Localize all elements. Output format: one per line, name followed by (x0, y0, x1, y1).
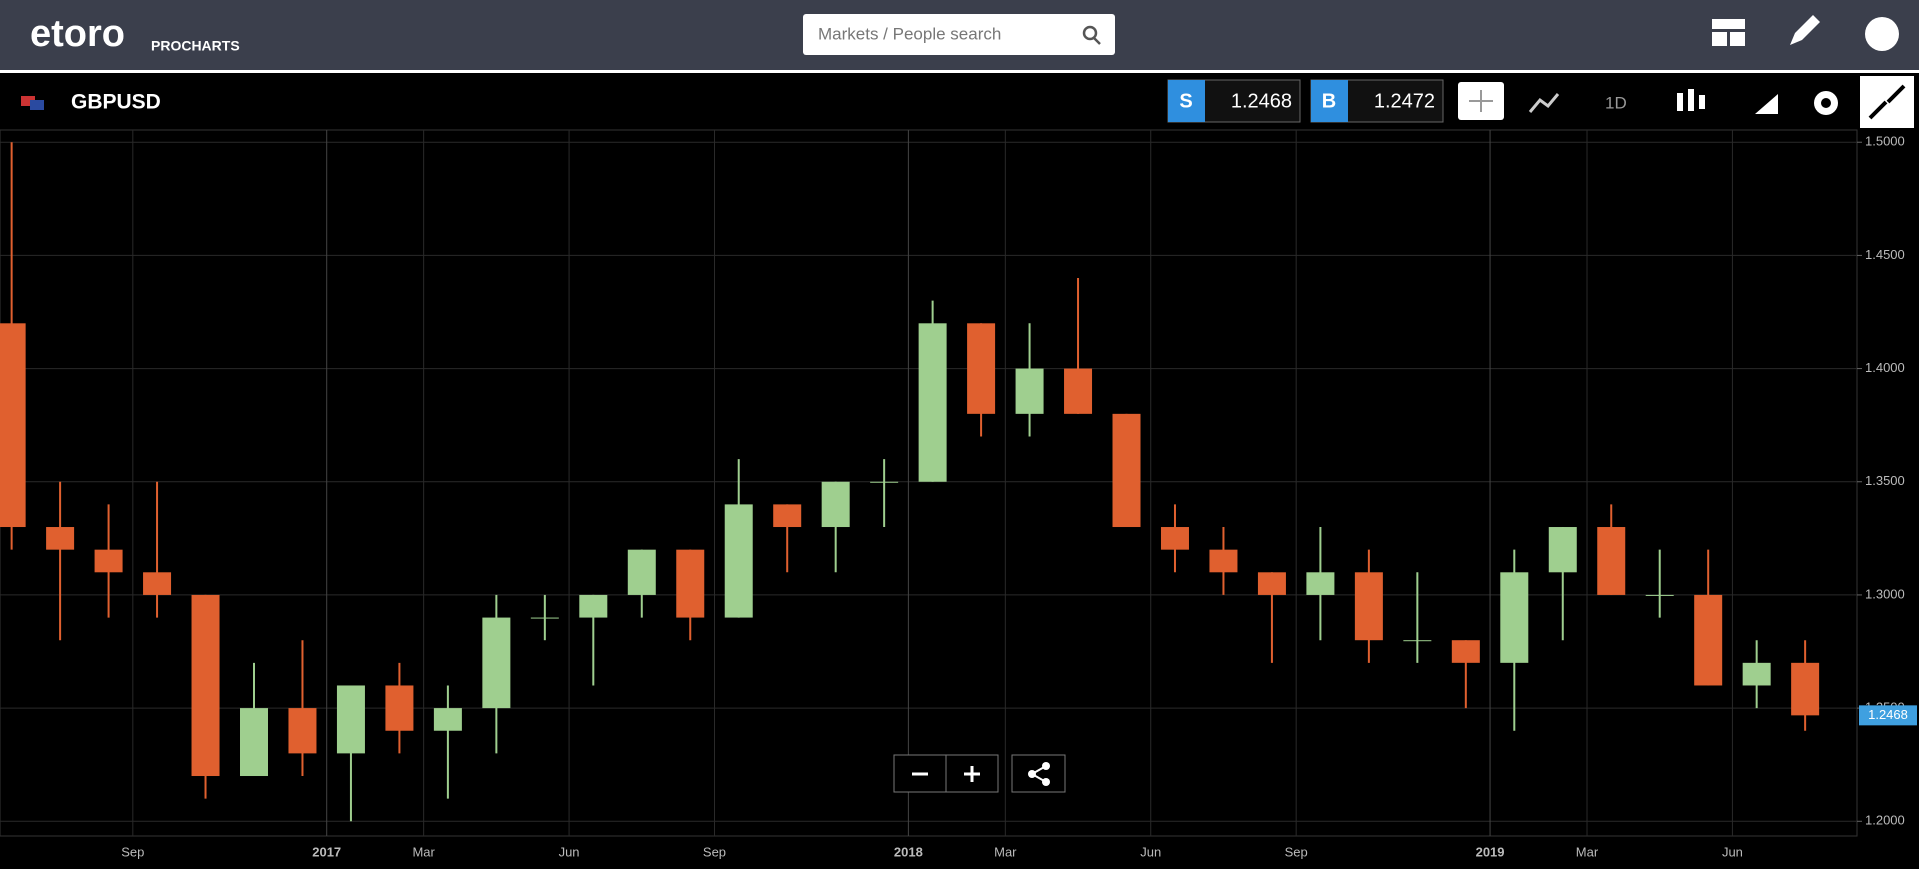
candle-body (482, 617, 511, 709)
candle-body (627, 549, 656, 595)
last-price-badge (1859, 705, 1917, 726)
share-button[interactable] (1011, 754, 1066, 793)
candle-body (1645, 594, 1674, 596)
y-tick-label: 1.4000 (1865, 360, 1905, 375)
candle-body (1791, 662, 1820, 716)
buy-badge (1311, 80, 1348, 122)
candle-body (1694, 594, 1723, 686)
y-tick-label: 1.3500 (1865, 473, 1905, 488)
candle-body (191, 594, 220, 777)
buy-price: 1.2472 (1374, 90, 1435, 112)
flag (30, 100, 44, 110)
candle-body (1209, 549, 1238, 573)
crosshair-icon (1469, 90, 1493, 112)
x-tick-label: 2018 (894, 844, 923, 859)
last-price-label: 1.2468 (1868, 707, 1908, 722)
candle-body (1742, 662, 1771, 686)
x-tick-label: Sep (1285, 844, 1308, 859)
search-placeholder: Markets / People search (818, 24, 1001, 43)
x-tick-label: Mar (994, 844, 1017, 859)
candle-body (1257, 572, 1286, 595)
candle-body (773, 504, 802, 528)
layout-icon[interactable] (1712, 19, 1745, 46)
candle-body (1064, 368, 1093, 414)
x-tick-label: Sep (703, 844, 726, 859)
candle-body (1015, 368, 1044, 414)
candle-body (239, 708, 268, 777)
candle-body (918, 323, 947, 482)
sell-label: S (1179, 90, 1192, 112)
separator (0, 70, 1919, 73)
zoom-controls (893, 754, 1066, 793)
candle-body (336, 685, 365, 754)
x-tick-label: Mar (1576, 844, 1599, 859)
y-tick-label: 1.3000 (1865, 586, 1905, 601)
candle-body (288, 708, 317, 754)
candle-body (1160, 527, 1189, 550)
candle-body (676, 549, 705, 618)
logo[interactable]: etoro (30, 13, 125, 55)
candle-body (967, 323, 996, 414)
interval[interactable]: 1D (1605, 93, 1627, 112)
y-tick-label: 1.4500 (1865, 247, 1905, 262)
fullscreen-icon (1868, 84, 1906, 120)
search-box[interactable] (803, 14, 1115, 55)
candle-body (870, 481, 899, 483)
candle-body (0, 323, 26, 528)
share-icon (1028, 762, 1050, 786)
candle-body (579, 594, 608, 618)
x-tick-label: 2019 (1476, 844, 1505, 859)
candle-body (1306, 572, 1335, 595)
candle-body (724, 504, 753, 618)
candle-body (385, 685, 414, 731)
drawing-icon[interactable] (1755, 94, 1778, 114)
x-tick-label: Sep (121, 844, 144, 859)
user-icon[interactable] (1865, 17, 1899, 51)
settings-icon-hole (1821, 98, 1831, 108)
candle-body (94, 549, 123, 573)
candle-body (821, 481, 850, 528)
candle-body (1548, 527, 1577, 573)
candle-body (46, 527, 75, 550)
candle-body (1500, 572, 1529, 663)
candle-body (1354, 572, 1383, 641)
y-tick-label: 1.5000 (1865, 134, 1905, 149)
search-icon[interactable] (1082, 25, 1101, 45)
y-tick-label: 1.2000 (1865, 813, 1905, 828)
indicators-icon[interactable] (1528, 93, 1560, 113)
product-name: PROCHARTS (151, 38, 240, 54)
candle-body (433, 708, 462, 731)
x-tick-label: Jun (559, 844, 580, 859)
buy-label: B (1322, 90, 1336, 112)
toolbar (0, 73, 1919, 130)
plus-icon (964, 766, 980, 782)
plot-area (0, 129, 1858, 837)
sell-badge (1168, 80, 1205, 122)
candle-body (1112, 413, 1141, 528)
x-tick-label: Jun (1140, 844, 1161, 859)
flag (21, 96, 35, 106)
x-tick-label: Jun (1722, 844, 1743, 859)
sell-price: 1.2468 (1231, 90, 1292, 112)
chart-type-icon[interactable] (1677, 89, 1705, 111)
candle-body (143, 572, 172, 595)
symbol: GBPUSD (71, 91, 161, 114)
x-tick-label: Mar (412, 844, 435, 859)
candle-body (530, 617, 559, 619)
fullscreen-button[interactable] (1860, 76, 1914, 128)
candle-body (1403, 640, 1432, 642)
edit-icon[interactable] (1790, 15, 1820, 45)
candle-body (1597, 527, 1626, 595)
candle-body (1451, 640, 1480, 663)
x-tick-label: 2017 (312, 844, 341, 859)
